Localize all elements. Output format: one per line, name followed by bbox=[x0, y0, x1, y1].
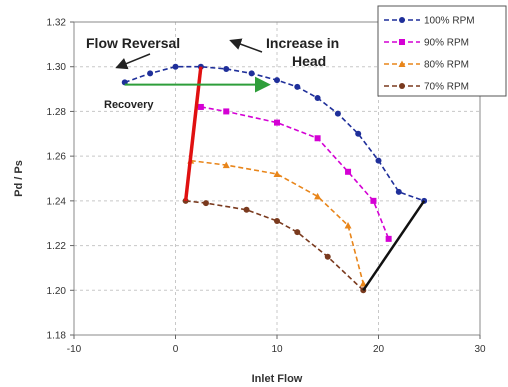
recovery-label: Recovery bbox=[104, 99, 154, 111]
data-point bbox=[385, 235, 392, 242]
data-point bbox=[324, 253, 331, 260]
flow-reversal-label: Flow Reversal bbox=[86, 35, 180, 51]
series-layer bbox=[121, 63, 428, 294]
data-point bbox=[398, 60, 406, 67]
data-point bbox=[248, 70, 255, 77]
data-point bbox=[273, 170, 281, 178]
series-line bbox=[200, 106, 390, 240]
x-tick-label: 10 bbox=[271, 344, 283, 355]
data-point bbox=[399, 39, 405, 45]
data-point bbox=[345, 168, 352, 175]
x-axis-label: Inlet Flow bbox=[252, 373, 303, 385]
data-point bbox=[314, 192, 322, 200]
data-point bbox=[147, 70, 154, 77]
data-point bbox=[294, 229, 301, 236]
y-tick-label: 1.28 bbox=[47, 107, 67, 118]
legend-label: 100% RPM bbox=[424, 16, 475, 27]
surge-line bbox=[183, 66, 203, 202]
data-point bbox=[274, 119, 280, 126]
data-point bbox=[274, 77, 280, 84]
legend-label: 80% RPM bbox=[424, 60, 469, 71]
choke-line bbox=[362, 200, 426, 291]
x-tick-label: 0 bbox=[173, 344, 179, 355]
y-tick-label: 1.18 bbox=[47, 331, 67, 342]
data-point bbox=[395, 188, 402, 195]
data-point bbox=[314, 135, 321, 142]
data-point bbox=[294, 83, 301, 90]
data-point bbox=[370, 197, 377, 204]
head-label: Head bbox=[292, 53, 326, 69]
legend: 100% RPM 90% RPM 80% RPM 70% RPM bbox=[377, 5, 507, 97]
x-axis-ticks: -10 0 10 20 30 bbox=[67, 335, 486, 355]
y-axis-label: Pd / Ps bbox=[13, 160, 25, 197]
data-point bbox=[375, 157, 382, 164]
data-point bbox=[344, 221, 352, 229]
series-line bbox=[190, 159, 365, 284]
y-tick-label: 1.26 bbox=[47, 152, 67, 163]
y-tick-label: 1.32 bbox=[47, 18, 67, 29]
data-point bbox=[222, 161, 230, 169]
increase-in-head-arrow bbox=[229, 38, 263, 53]
data-point bbox=[197, 103, 204, 110]
x-tick-label: 30 bbox=[474, 344, 486, 355]
data-point bbox=[223, 65, 230, 72]
legend-label: 70% RPM bbox=[424, 82, 469, 93]
series-1 bbox=[197, 103, 392, 242]
y-tick-label: 1.20 bbox=[47, 286, 67, 297]
y-axis-ticks: 1.18 1.20 1.22 1.24 1.26 1.28 1.30 1.32 bbox=[47, 18, 74, 342]
data-point bbox=[314, 95, 321, 102]
data-point bbox=[399, 83, 405, 89]
data-point bbox=[359, 280, 367, 287]
flow-reversal-arrow bbox=[115, 53, 151, 70]
y-tick-label: 1.30 bbox=[47, 62, 67, 73]
increase-in-label: Increase in bbox=[266, 35, 339, 51]
data-point bbox=[274, 217, 280, 224]
data-point bbox=[223, 108, 230, 115]
y-tick-label: 1.24 bbox=[47, 196, 67, 207]
data-point bbox=[172, 63, 179, 70]
data-point bbox=[355, 130, 362, 137]
data-point bbox=[243, 206, 250, 213]
x-tick-label: 20 bbox=[373, 344, 385, 355]
data-point bbox=[334, 110, 341, 117]
legend-label: 90% RPM bbox=[424, 38, 469, 49]
series-line bbox=[124, 65, 425, 202]
overlay-layer bbox=[124, 66, 426, 291]
data-point bbox=[399, 17, 405, 23]
x-tick-label: -10 bbox=[67, 344, 82, 355]
y-tick-label: 1.22 bbox=[47, 241, 67, 252]
data-point bbox=[202, 200, 209, 207]
